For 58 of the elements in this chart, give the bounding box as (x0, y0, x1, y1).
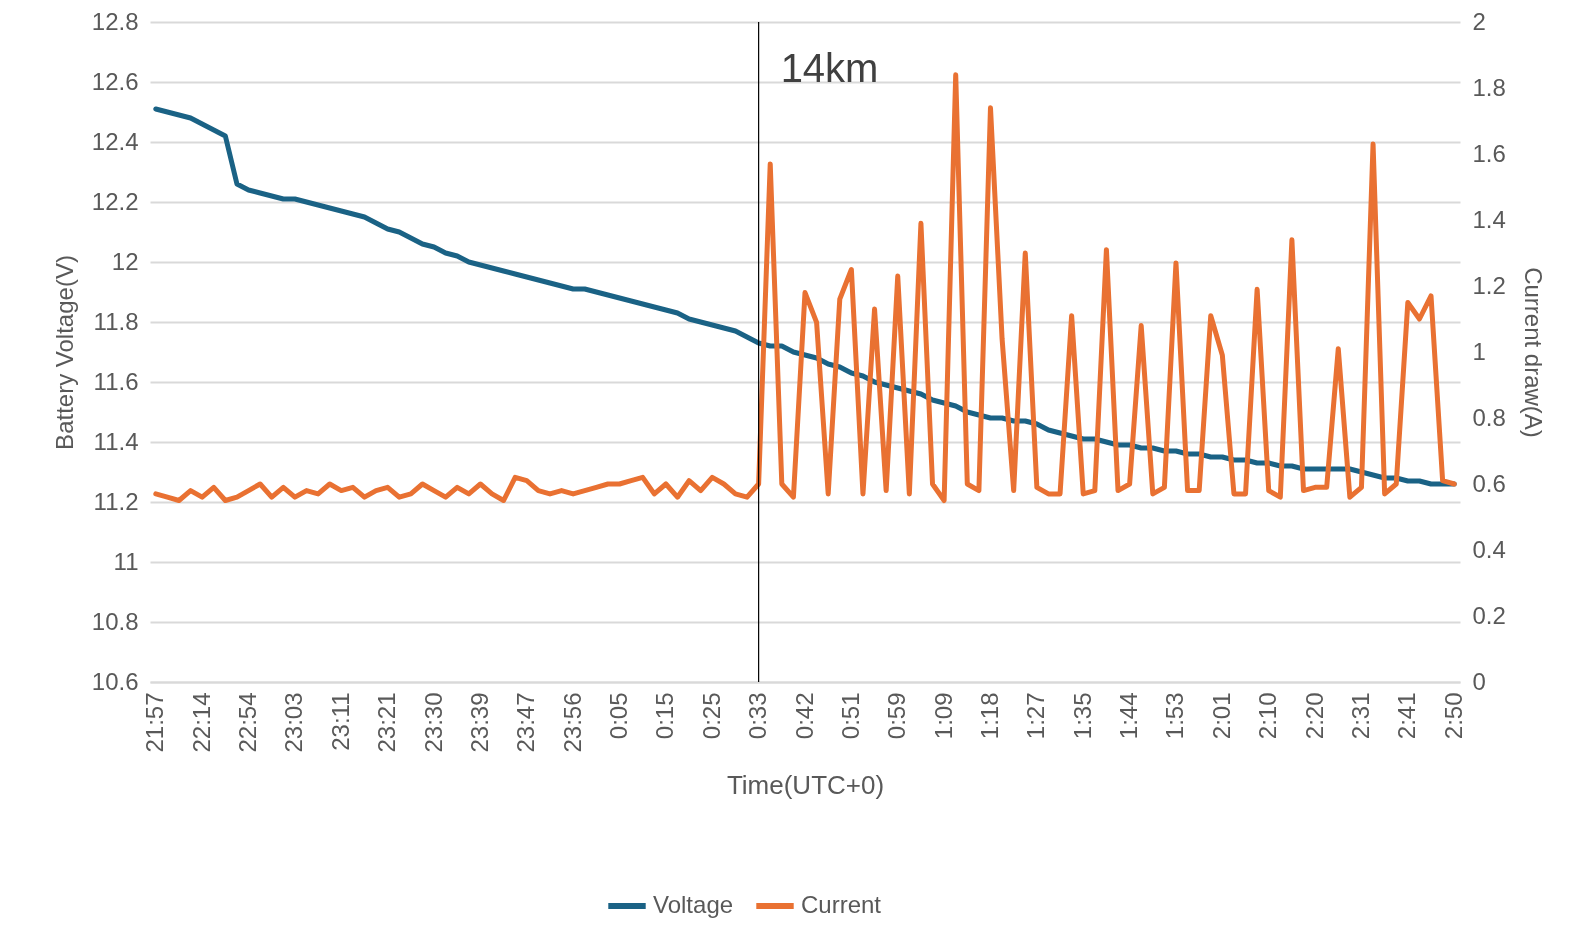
y-tick-label: 12.8 (91, 7, 139, 35)
y-tick-label: 12 (111, 247, 139, 275)
x-tick-label: 2:01 (1207, 692, 1235, 740)
y2-tick-label: 0.4 (1472, 535, 1506, 563)
x-tick-label: 1:53 (1161, 692, 1189, 740)
y2-tick-label: 1.4 (1472, 205, 1506, 233)
y2-tick-label: 1.8 (1472, 73, 1506, 101)
x-tick-label: 2:10 (1254, 692, 1282, 740)
x-tick-label: 1:35 (1068, 692, 1096, 740)
y-tick-label: 10.8 (91, 607, 139, 635)
y2-tick-label: 0 (1472, 667, 1486, 695)
x-tick-label: 2:31 (1346, 692, 1374, 740)
legend-label: Voltage (653, 891, 734, 918)
x-tick-label: 0:59 (883, 692, 911, 740)
ref-line-label: 14km (780, 46, 879, 90)
y-tick-label: 12.6 (91, 67, 139, 95)
x-tick-label: 23:30 (419, 692, 447, 753)
x-tick-label: 2:41 (1393, 692, 1421, 740)
y2-tick-label: 1.2 (1472, 271, 1506, 299)
x-tick-label: 0:51 (836, 692, 864, 740)
x-tick-label: 22:14 (187, 692, 215, 753)
x-tick-label: 2:20 (1300, 692, 1328, 740)
x-tick-label: 0:05 (605, 692, 633, 740)
y-tick-label: 10.6 (91, 667, 139, 695)
x-tick-label: 2:50 (1439, 692, 1467, 740)
y2-axis-title: Current draw(A) (1519, 267, 1547, 438)
y-tick-label: 12.2 (91, 187, 139, 215)
y2-tick-label: 2 (1472, 7, 1486, 35)
y-tick-label: 11.6 (93, 367, 139, 395)
y2-tick-label: 0.8 (1472, 403, 1506, 431)
x-tick-label: 22:54 (234, 692, 262, 753)
x-tick-label: 0:25 (697, 692, 725, 740)
y-tick-label: 12.4 (91, 127, 139, 155)
y-tick-label: 11.4 (93, 427, 139, 455)
x-tick-label: 0:42 (790, 692, 818, 740)
y-axis-title: Battery Voltage(V) (50, 255, 78, 450)
x-tick-label: 1:18 (975, 692, 1003, 740)
x-tick-label: 23:11 (326, 692, 354, 751)
x-tick-label: 23:03 (280, 692, 308, 753)
y-tick-label: 11.2 (93, 487, 139, 515)
y-tick-label: 11.8 (93, 307, 139, 335)
x-tick-label: 1:44 (1115, 692, 1143, 740)
y-tick-label: 11 (113, 547, 139, 575)
y2-tick-label: 1.6 (1472, 139, 1506, 167)
y2-tick-label: 1 (1472, 337, 1486, 365)
x-tick-label: 0:15 (651, 692, 679, 740)
x-tick-label: 23:47 (512, 692, 540, 753)
x-axis-title: Time(UTC+0) (726, 769, 885, 800)
y2-tick-label: 0.6 (1472, 469, 1506, 497)
y2-tick-label: 0.2 (1472, 601, 1506, 629)
x-tick-label: 21:57 (141, 692, 169, 753)
x-tick-label: 1:27 (1022, 692, 1050, 740)
x-tick-label: 1:09 (929, 692, 957, 740)
x-tick-label: 23:21 (373, 692, 401, 753)
x-tick-label: 23:56 (558, 692, 586, 753)
x-tick-label: 0:33 (744, 692, 772, 740)
x-tick-label: 23:39 (465, 692, 493, 753)
legend-label: Current (801, 891, 882, 918)
